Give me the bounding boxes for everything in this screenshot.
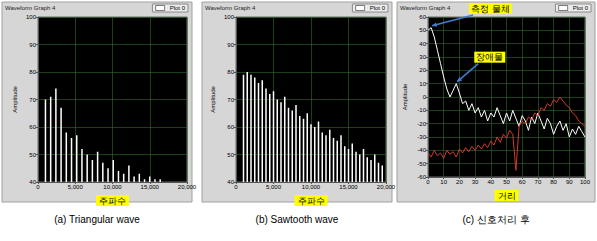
svg-text:Amplitude: Amplitude [210,86,216,113]
svg-text:10,000: 10,000 [302,184,321,190]
svg-text:측정 물체: 측정 물체 [471,4,510,14]
svg-text:70: 70 [29,97,36,103]
svg-text:90: 90 [29,42,36,48]
svg-text:60: 60 [419,14,426,20]
svg-text:20,000: 20,000 [377,184,396,190]
svg-text:40: 40 [29,179,36,185]
svg-text:(a) Triangular wave: (a) Triangular wave [54,214,140,225]
svg-text:0: 0 [423,94,427,100]
svg-text:0: 0 [36,184,40,190]
svg-text:50: 50 [503,179,510,185]
svg-text:10: 10 [440,179,447,185]
svg-text:50: 50 [29,152,36,158]
svg-text:0: 0 [234,184,238,190]
svg-text:-30: -30 [417,134,426,140]
svg-text:(b) Sawtooth wave: (b) Sawtooth wave [256,214,339,225]
svg-text:거리: 거리 [498,191,516,201]
svg-text:100: 100 [224,14,235,20]
svg-text:Amplitude: Amplitude [12,86,18,113]
svg-text:30: 30 [472,179,479,185]
svg-text:40: 40 [419,41,426,47]
svg-text:70: 70 [227,97,234,103]
svg-text:80: 80 [29,69,36,75]
svg-text:80: 80 [550,179,557,185]
svg-text:90: 90 [227,42,234,48]
svg-text:Plot 0: Plot 0 [370,5,386,11]
svg-text:주파수: 주파수 [99,196,126,206]
svg-text:Waveform Graph 4: Waveform Graph 4 [5,5,56,11]
svg-text:Plot 0: Plot 0 [170,5,186,11]
svg-text:Plot 0: Plot 0 [573,5,589,11]
svg-text:10,000: 10,000 [103,184,122,190]
svg-text:-10: -10 [417,107,426,113]
svg-text:Amplitude: Amplitude [402,83,408,110]
svg-text:40: 40 [487,179,494,185]
svg-text:20: 20 [456,179,463,185]
svg-text:-60: -60 [417,174,426,180]
svg-text:30: 30 [419,54,426,60]
svg-text:10: 10 [419,81,426,87]
svg-text:Waveform Graph 4: Waveform Graph 4 [205,5,256,11]
svg-text:주파수: 주파수 [298,196,325,206]
svg-text:-40: -40 [417,147,426,153]
svg-text:60: 60 [227,124,234,130]
svg-text:50: 50 [227,152,234,158]
svg-text:20: 20 [419,67,426,73]
svg-text:0: 0 [426,179,430,185]
svg-text:100: 100 [26,14,37,20]
svg-text:80: 80 [227,69,234,75]
svg-text:70: 70 [535,179,542,185]
svg-text:50: 50 [419,27,426,33]
svg-text:60: 60 [29,124,36,130]
svg-text:-20: -20 [417,121,426,127]
svg-text:(c) 신호처리 후: (c) 신호처리 후 [462,214,529,225]
svg-text:40: 40 [227,179,234,185]
svg-text:-50: -50 [417,161,426,167]
svg-text:90: 90 [566,179,573,185]
svg-text:5,000: 5,000 [68,184,84,190]
svg-text:15,000: 15,000 [141,184,160,190]
svg-text:15,000: 15,000 [339,184,358,190]
svg-text:Waveform Graph 4: Waveform Graph 4 [400,5,451,11]
svg-text:5,000: 5,000 [266,184,282,190]
svg-text:장애물: 장애물 [476,52,503,62]
svg-text:100: 100 [580,179,591,185]
svg-text:60: 60 [519,179,526,185]
svg-text:20,000: 20,000 [178,184,197,190]
